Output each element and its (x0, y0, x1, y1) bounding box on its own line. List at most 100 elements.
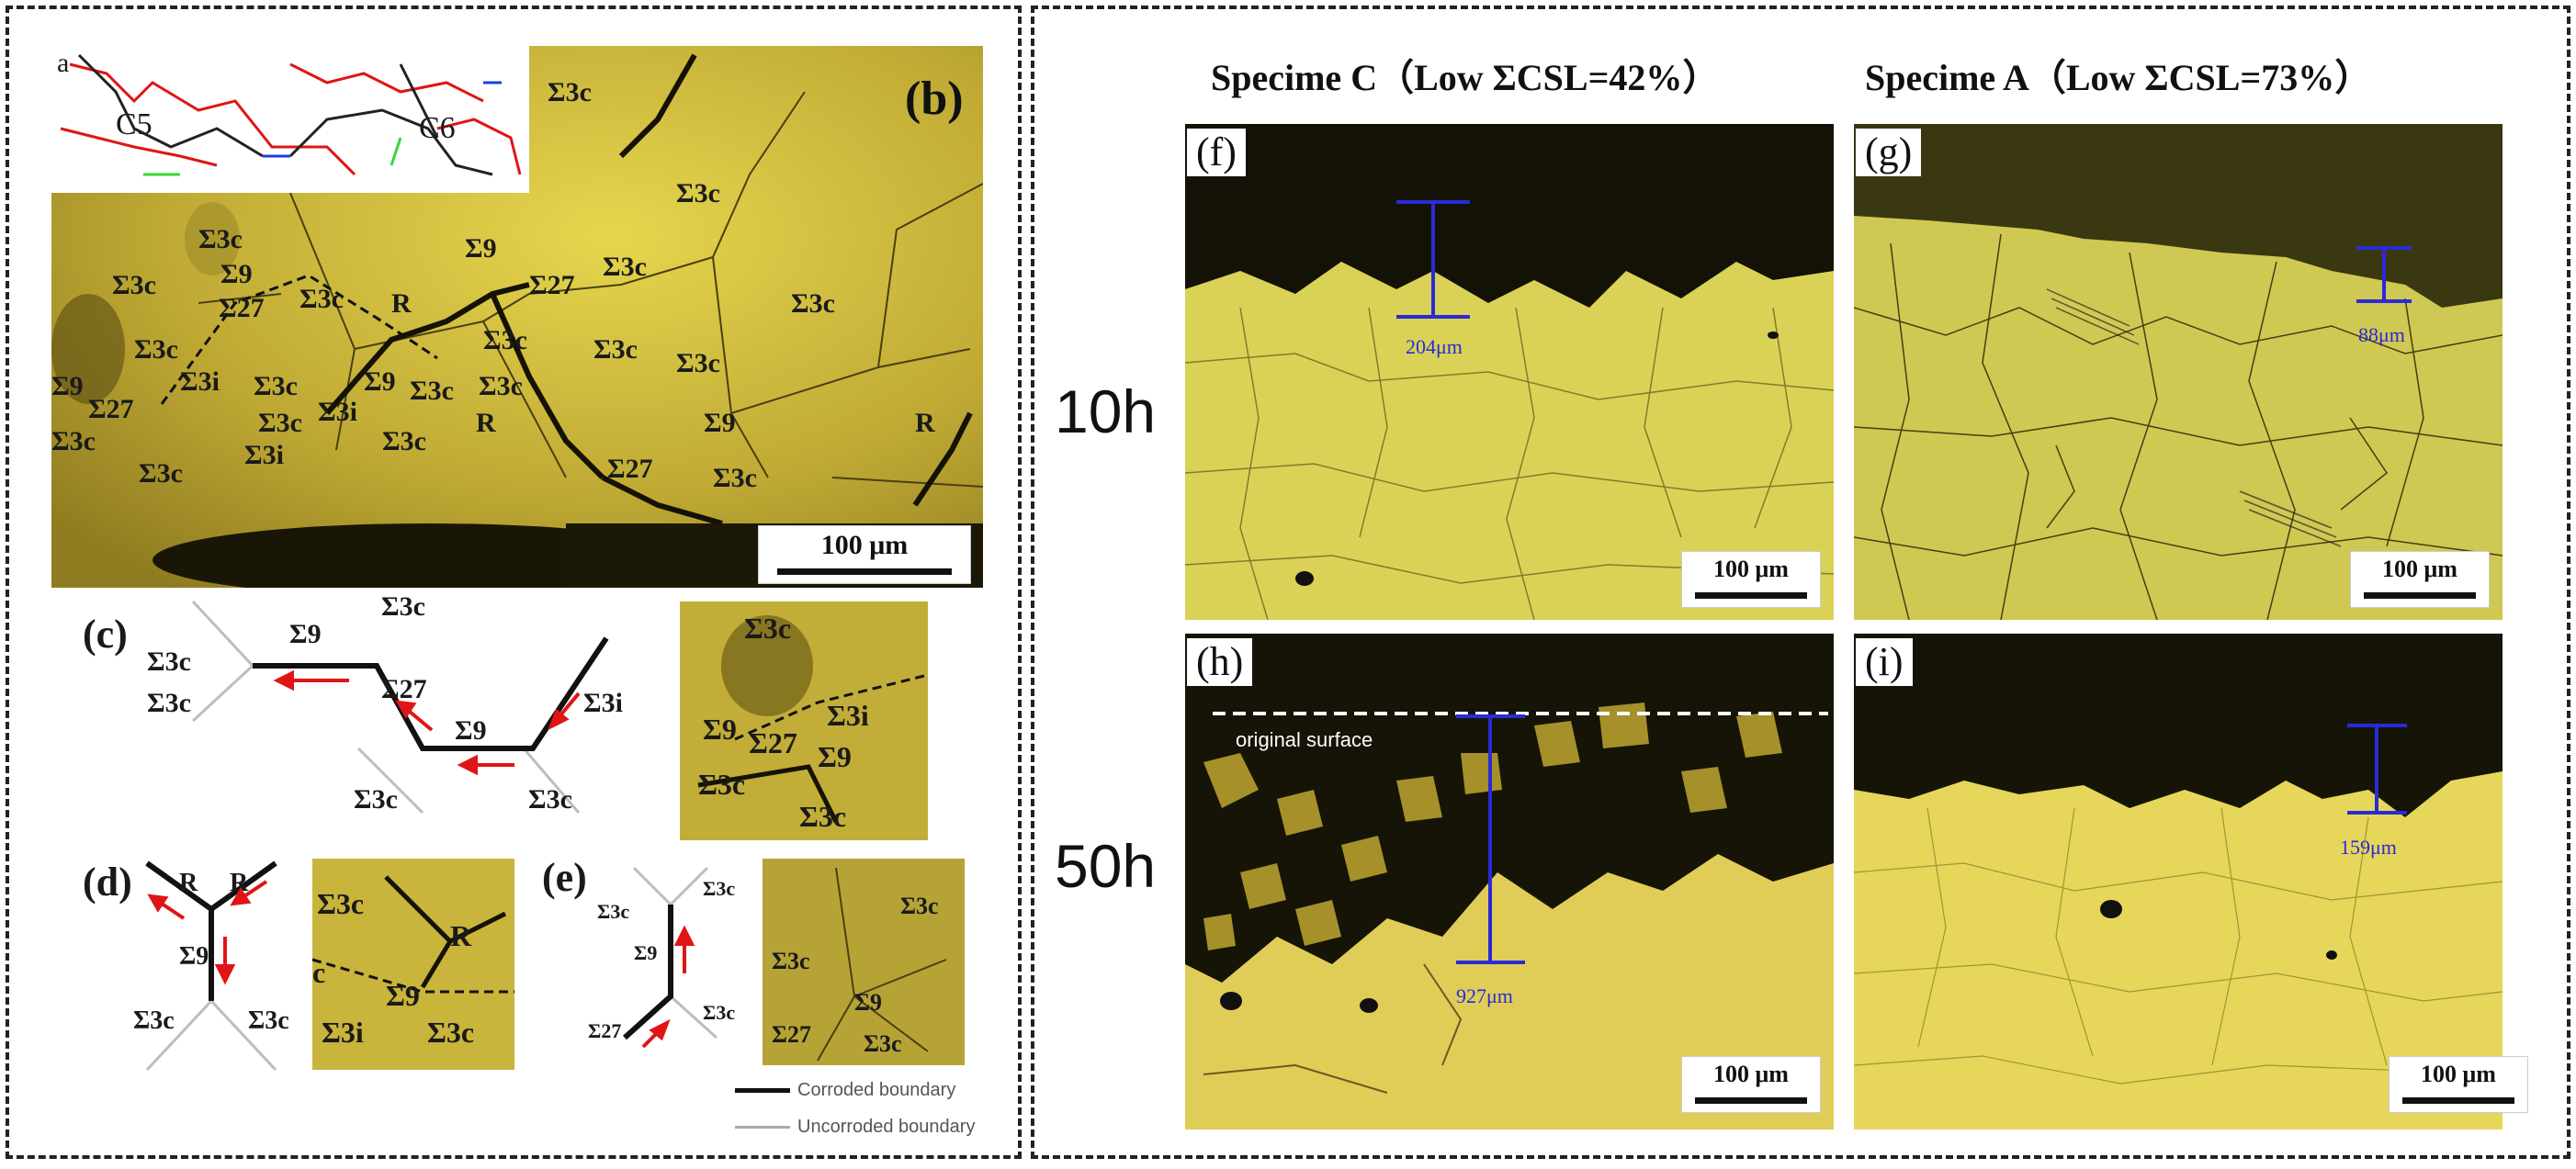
gb-label: Σ3i (318, 397, 357, 427)
scale-bar-b-label: 100 μm (820, 530, 909, 560)
gb-label: Σ3c (51, 426, 96, 456)
gb-label: Σ3c (134, 334, 178, 365)
gb-label: Σ3c (744, 612, 791, 645)
schematic-c: (c) Σ3c Σ9 Σ3c Σ3c Σ27 Σ9 Σ3i Σ3c Σ3c (83, 592, 623, 815)
gb-label: Σ3c (147, 646, 191, 677)
gb-label: Σ3c (410, 376, 454, 406)
gb-label: Σ3i (827, 699, 869, 732)
row-label-10h: 10h (1055, 377, 1157, 445)
gb-label: Σ3i (180, 366, 220, 397)
gb-label: Σ27 (772, 1021, 811, 1048)
gb-label: Σ3c (864, 1030, 902, 1057)
depth-value-i: 159μm (2340, 836, 2397, 859)
gb-label: Σ3i (583, 688, 623, 718)
scale-bar-h-label: 100 μm (1713, 1061, 1789, 1087)
gb-label: Σ9 (704, 408, 736, 438)
depth-value-h: 927μm (1456, 984, 1513, 1007)
legend-corroded-swatch (735, 1088, 790, 1094)
gb-label: Σ3c (317, 887, 364, 920)
gb-label: Σ27 (381, 674, 427, 704)
gb-label: Σ3c (676, 178, 720, 208)
gb-label: Σ3c (248, 1006, 289, 1035)
column-title-specimen-a: Specime A（Low ΣCSL=73%） (1865, 57, 2372, 98)
gb-label: Σ27 (219, 293, 265, 323)
gb-label: Σ9 (220, 259, 253, 289)
gb-label: Σ9 (465, 233, 497, 264)
gb-label: Σ9 (703, 713, 737, 746)
gb-label: R (391, 288, 412, 319)
gb-label: Σ3c (791, 288, 835, 319)
gb-label: Σ3c (703, 1001, 735, 1024)
gb-label: Σ3c (698, 768, 745, 801)
gb-label: Σ3c (133, 1006, 175, 1035)
gb-label: Σ3c (713, 463, 757, 493)
depth-value-g: 88μm (2358, 323, 2405, 346)
scale-bar-i-label: 100 μm (2421, 1061, 2496, 1087)
panel-a-letter: a (57, 48, 69, 78)
gb-label: R (476, 408, 496, 438)
gb-label: Σ3c (703, 877, 735, 900)
gb-label: Σ27 (529, 270, 575, 300)
gb-label: Σ3c (597, 900, 629, 923)
gb-label: Σ3c (603, 252, 647, 282)
label-c5: C5 (116, 107, 153, 141)
boundary-map-a: a C5 C6 (51, 46, 529, 193)
gb-label: Σ9 (51, 371, 84, 401)
gb-label: R (915, 408, 935, 438)
left-figure-frame (6, 6, 1022, 1159)
gb-label: Σ3c (548, 77, 592, 107)
panel-e-letter: (e) (542, 855, 587, 900)
gb-label: Σ27 (607, 454, 653, 484)
scale-bar-b-line (777, 568, 952, 575)
gb-label: Σ3i (322, 1016, 364, 1049)
gb-label: Σ27 (88, 394, 134, 424)
panel-i-letter: (i) (1856, 638, 1913, 686)
gb-label: Σ9 (386, 979, 420, 1012)
gb-label: Σ3c (772, 948, 810, 974)
gb-label: Σ9 (364, 366, 396, 397)
gb-label: Σ3i (244, 440, 284, 470)
schematic-e: (e) Σ3c Σ3c Σ9 Σ27 Σ3c (542, 855, 735, 1049)
gb-label: c (312, 956, 325, 989)
micrograph-b (51, 46, 983, 588)
gb-label: Σ3c (427, 1016, 474, 1049)
gb-label: Σ3c (198, 224, 243, 254)
gb-label: Σ3c (900, 893, 939, 919)
scale-bar-g: 100 μm (2350, 551, 2490, 608)
scale-bar-i: 100 μm (2389, 1056, 2528, 1113)
gb-label: Σ3c (799, 800, 846, 833)
micrograph-g (1854, 124, 2503, 620)
scale-bar-h: 100 μm (1681, 1056, 1821, 1113)
micrograph-f (1185, 124, 1834, 620)
depth-marker-h: 927μm (1456, 714, 1525, 1007)
gb-label: Σ3c (676, 348, 720, 378)
gb-label: R (230, 869, 249, 897)
panel-b-letter: (b) (905, 73, 964, 125)
gb-label: Σ9 (289, 619, 322, 649)
depth-value-f: 204μm (1406, 335, 1463, 358)
legend-uncorroded: Uncorroded boundary (735, 1117, 975, 1138)
panel-f-letter: (f) (1187, 129, 1246, 176)
panel-d-letter: (d) (83, 860, 132, 905)
gb-label: Σ3c (593, 334, 638, 365)
original-surface-label: original surface (1236, 728, 1373, 751)
column-title-specimen-c: Specime C（Low ΣCSL=42%） (1211, 57, 1720, 98)
gb-label: Σ9 (854, 989, 882, 1016)
gb-label: Σ3c (528, 784, 572, 815)
scale-bar-b: 100 μm (758, 525, 971, 584)
inset-d: Σ3c R c Σ9 Σ3i Σ3c (312, 859, 514, 1070)
legend: Corroded boundary Uncorroded boundary (735, 1076, 1015, 1154)
gb-label: Σ9 (179, 942, 209, 971)
scale-bar-g-label: 100 μm (2382, 556, 2457, 582)
scale-bar-i-line (2402, 1097, 2514, 1104)
legend-corroded-label: Corroded boundary (797, 1080, 956, 1100)
gb-label: Σ9 (455, 715, 487, 746)
gb-label: Σ27 (588, 1019, 621, 1042)
panel-h-letter: (h) (1187, 638, 1253, 686)
gb-label: Σ3c (112, 270, 156, 300)
gb-label: Σ3c (254, 371, 298, 401)
gb-label: Σ9 (818, 740, 852, 773)
panel-b-labels: Σ3c Σ3c Σ3c Σ3c Σ3c Σ9 Σ27 Σ3c R Σ27 Σ3c… (51, 77, 935, 493)
gb-label: Σ9 (634, 941, 657, 964)
panel-c-letter: (c) (83, 612, 128, 657)
